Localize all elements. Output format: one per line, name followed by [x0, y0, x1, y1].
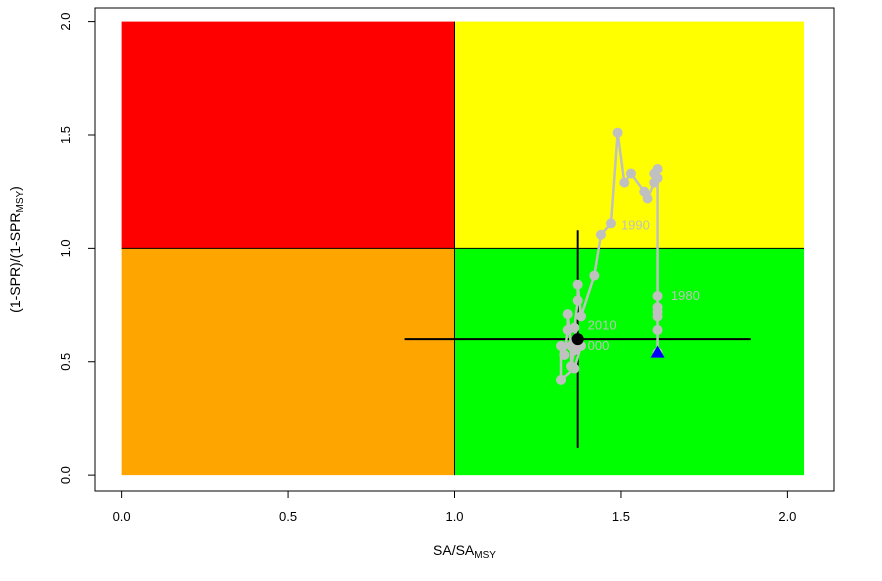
trajectory-point [562, 325, 573, 335]
trajectory-point [649, 168, 660, 179]
trajectory-point [639, 186, 650, 197]
trajectory-series [556, 127, 663, 385]
y-tick-label: 1.5 [58, 126, 73, 144]
y-axis-title-sub: MSY [15, 190, 26, 212]
trajectory-point [572, 295, 583, 306]
zone-overfished-no-overfishing [121, 248, 455, 476]
y-axis-title-main: (1-SPR)/(1-SPR [7, 212, 23, 312]
zone-overfished-overfishing [121, 21, 455, 249]
trajectory-point [652, 290, 663, 301]
year-label: 2010 [588, 317, 617, 332]
x-tick-label: 0.5 [279, 509, 297, 524]
x-tick-label: 1.0 [445, 509, 463, 524]
year-labels: 1980 1990 2010 000 [588, 218, 700, 353]
y-tick-label: 1.0 [58, 239, 73, 257]
trajectory-point [562, 309, 573, 320]
x-tick-label: 1.5 [612, 509, 630, 524]
year-label: 000 [588, 338, 610, 353]
x-axis-title-sub: MSY [474, 550, 496, 561]
trajectory-point [625, 168, 636, 179]
year-label: 1980 [671, 288, 700, 303]
x-tick-label: 0.0 [113, 509, 131, 524]
current-year-point [571, 333, 584, 346]
trajectory-point [556, 340, 567, 351]
trajectory-point [559, 349, 570, 360]
x-tick-label: 2.0 [778, 509, 796, 524]
y-tick-label: 0.5 [58, 353, 73, 371]
trajectory-point [605, 218, 616, 229]
reference-lines [121, 21, 805, 476]
trajectory-point [619, 177, 630, 188]
trajectory-point [576, 311, 587, 322]
x-axis-title: SA/SAMSY [433, 542, 496, 561]
y-axis: 0.0 0.5 1.0 1.5 2.0 [58, 13, 96, 484]
y-tick-label: 0.0 [58, 466, 73, 484]
start-year-triangle [650, 345, 665, 358]
trajectory-point [556, 374, 567, 385]
y-tick-label: 2.0 [58, 13, 73, 31]
trajectory-point [652, 302, 663, 313]
year-label: 1990 [621, 218, 650, 233]
trajectory-point [652, 325, 663, 335]
status-zones [121, 21, 805, 476]
trajectory-point [572, 279, 583, 290]
y-axis-title: (1-SPR)/(1-SPRMSY) [7, 186, 26, 313]
x-axis-title-main: SA/SA [433, 542, 475, 558]
zone-healthy [454, 248, 805, 476]
y-axis-title-end: ) [7, 186, 23, 191]
markers [571, 333, 665, 358]
trajectory-point [569, 363, 580, 374]
trajectory-point [612, 127, 623, 138]
x-axis: 0.0 0.5 1.0 1.5 2.0 [113, 490, 796, 524]
trajectory-point [589, 270, 600, 281]
zone-not-overfished-overfishing [454, 21, 805, 249]
trajectory-point [595, 229, 606, 240]
trajectory-point [649, 177, 660, 188]
